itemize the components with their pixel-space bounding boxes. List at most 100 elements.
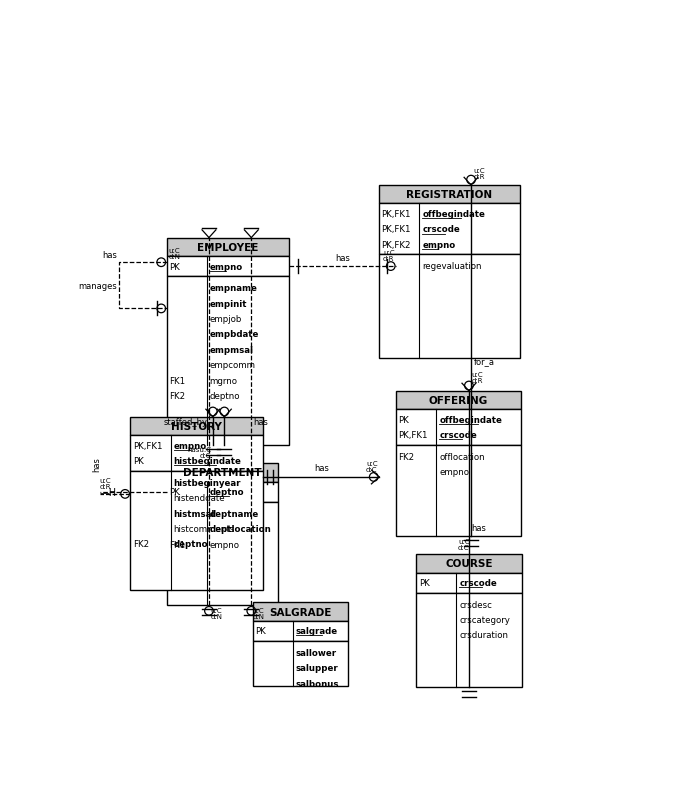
Text: empcomm: empcomm <box>210 361 256 370</box>
Text: OFFERING: OFFERING <box>429 395 489 406</box>
Text: histcomments: histcomments <box>174 525 235 533</box>
Bar <box>166 277 289 445</box>
Text: empno: empno <box>210 262 243 271</box>
Text: HISTORY: HISTORY <box>171 422 222 431</box>
Text: d:N: d:N <box>253 614 265 619</box>
Text: PK: PK <box>419 578 429 587</box>
Text: d:C: d:C <box>458 545 469 550</box>
Text: REGISTRATION: REGISTRATION <box>406 190 493 200</box>
Text: d:C: d:C <box>366 467 377 472</box>
Text: d:R: d:R <box>471 378 483 383</box>
Text: d:N: d:N <box>210 614 222 619</box>
Bar <box>166 464 278 482</box>
Text: manages: manages <box>79 282 117 290</box>
Bar <box>166 257 289 277</box>
Text: crscode: crscode <box>422 225 460 234</box>
Text: u:C: u:C <box>458 538 469 544</box>
Text: has: has <box>92 456 101 471</box>
Text: PK,FK2: PK,FK2 <box>382 241 411 249</box>
Text: empno: empno <box>174 441 207 450</box>
Text: u:C: u:C <box>99 477 111 484</box>
Text: PK: PK <box>169 262 179 271</box>
Text: FK2: FK2 <box>169 391 185 400</box>
Text: histenddate: histenddate <box>174 493 225 503</box>
Text: FK2: FK2 <box>132 540 149 549</box>
Bar <box>379 255 520 358</box>
Text: DEPARTMENT: DEPARTMENT <box>183 468 262 478</box>
Bar <box>166 238 289 257</box>
Bar <box>253 621 348 641</box>
Bar <box>253 641 348 686</box>
Text: regevaluation: regevaluation <box>422 262 482 271</box>
Text: crsdesc: crsdesc <box>460 600 492 609</box>
Text: has: has <box>102 251 117 260</box>
Text: u:C: u:C <box>253 607 264 614</box>
Text: FK1: FK1 <box>169 376 185 385</box>
Text: empinit: empinit <box>210 299 247 308</box>
Text: d:R: d:R <box>473 174 485 180</box>
Text: u:C: u:C <box>366 460 377 467</box>
Text: PK,FK1: PK,FK1 <box>132 441 162 450</box>
Text: PK,FK1: PK,FK1 <box>382 210 411 219</box>
Text: empno: empno <box>210 540 239 549</box>
Text: deptname: deptname <box>210 509 259 518</box>
Text: FK2: FK2 <box>398 452 415 461</box>
Text: PK: PK <box>398 415 409 424</box>
Text: empbdate: empbdate <box>210 330 259 339</box>
Text: d:N: d:N <box>168 253 180 260</box>
Text: crsduration: crsduration <box>460 630 509 640</box>
Text: salupper: salupper <box>296 663 339 673</box>
Text: offlocation: offlocation <box>440 452 485 461</box>
Text: COURSE: COURSE <box>445 559 493 569</box>
Bar <box>166 482 278 502</box>
Text: empno: empno <box>440 468 469 476</box>
Text: has: has <box>253 418 268 427</box>
Text: u:C: u:C <box>168 248 180 253</box>
Bar <box>396 410 521 445</box>
Text: d:R: d:R <box>383 256 395 262</box>
Text: d:R: d:R <box>99 484 111 490</box>
Text: hasu:C: hasu:C <box>187 447 211 452</box>
Text: FK1: FK1 <box>169 540 185 549</box>
Text: empmsal: empmsal <box>210 346 254 354</box>
Text: sallower: sallower <box>296 648 337 657</box>
Text: SALGRADE: SALGRADE <box>269 607 332 617</box>
Text: PK,FK1: PK,FK1 <box>382 225 411 234</box>
Text: crscode: crscode <box>440 431 477 439</box>
Text: d:C: d:C <box>200 453 211 459</box>
Text: offbegindate: offbegindate <box>422 210 485 219</box>
Bar <box>379 186 520 205</box>
Text: empjob: empjob <box>210 314 242 323</box>
Text: u:C: u:C <box>471 371 483 378</box>
Bar <box>416 593 522 687</box>
Bar <box>130 417 264 435</box>
Text: —H: —H <box>99 487 117 497</box>
Text: histbegindate: histbegindate <box>174 456 242 466</box>
Bar <box>166 502 278 606</box>
Text: PK,FK1: PK,FK1 <box>398 431 428 439</box>
Text: for_a: for_a <box>473 357 494 366</box>
Bar <box>396 445 521 537</box>
Text: deptno: deptno <box>174 540 208 549</box>
Text: offbegindate: offbegindate <box>440 415 502 424</box>
Text: u:C: u:C <box>210 607 222 614</box>
Text: crscode: crscode <box>460 578 497 587</box>
Text: PK: PK <box>132 456 144 466</box>
Text: has: has <box>314 464 328 472</box>
Text: staffed_by: staffed_by <box>164 418 208 427</box>
Text: PK: PK <box>255 626 266 635</box>
Text: deptno: deptno <box>210 391 240 400</box>
Text: EMPLOYEE: EMPLOYEE <box>197 242 258 253</box>
Bar <box>396 391 521 410</box>
Bar <box>416 554 522 573</box>
Text: empname: empname <box>210 284 257 293</box>
Text: has: has <box>335 254 350 263</box>
Text: salgrade: salgrade <box>296 626 338 635</box>
Bar <box>253 602 348 621</box>
Text: histmsal: histmsal <box>174 509 215 518</box>
Text: deptlocation: deptlocation <box>210 525 271 533</box>
Text: u:C: u:C <box>383 250 395 256</box>
Text: salbonus: salbonus <box>296 678 339 688</box>
Text: deptno: deptno <box>210 488 244 496</box>
Text: has: has <box>471 523 486 533</box>
